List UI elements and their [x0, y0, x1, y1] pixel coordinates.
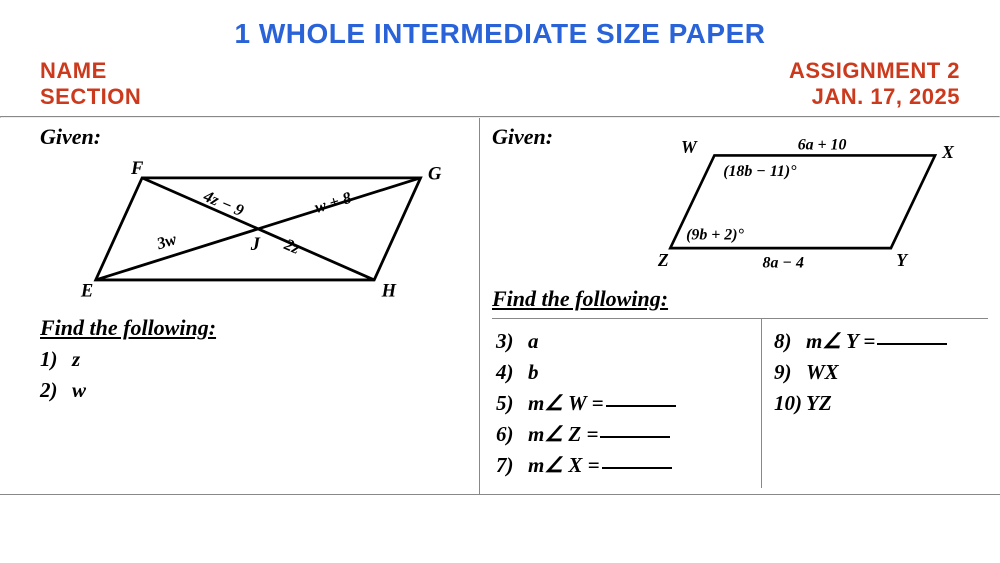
diagram-left: F G H E J 4z − 9 w + 8 3w 2z	[40, 150, 467, 308]
header-left: NAME SECTION	[40, 58, 141, 110]
column-right: Given: W X Y Z 6a + 10 8a − 4 (18b − 11)…	[480, 118, 1000, 494]
edge-GJ: w + 8	[312, 188, 354, 217]
question-number: 4)	[496, 360, 528, 385]
right-questions-colB: 8)m∠ Y =9)WX10)YZ	[762, 319, 988, 488]
right-questions-colA: 3)a4)b5)m∠ W =6)m∠ Z =7)m∠ X =	[492, 319, 762, 488]
question-item: 4)b	[496, 360, 753, 385]
vertex-Y: Y	[896, 250, 909, 270]
vertex-G: G	[428, 164, 442, 185]
side-WX: 6a + 10	[798, 136, 847, 153]
question-text: b	[528, 360, 539, 384]
date-label: JAN. 17, 2025	[789, 84, 960, 110]
given-label-left: Given:	[40, 124, 467, 150]
vertex-Z: Z	[657, 250, 669, 270]
question-text: m∠ Y =	[806, 329, 875, 353]
question-item: 8)m∠ Y =	[774, 329, 980, 354]
question-number: 3)	[496, 329, 528, 354]
question-number: 1)	[40, 347, 72, 372]
question-item: 5)m∠ W =	[496, 391, 753, 416]
answer-blank	[602, 467, 672, 469]
assignment-label: ASSIGNMENT 2	[789, 58, 960, 84]
page-title: 1 WHOLE INTERMEDIATE SIZE PAPER	[0, 0, 1000, 50]
header-right: ASSIGNMENT 2 JAN. 17, 2025	[789, 58, 960, 110]
question-item: 7)m∠ X =	[496, 453, 753, 478]
edge-HJ: 2z	[281, 234, 303, 258]
question-text: a	[528, 329, 539, 353]
question-text: w	[72, 378, 86, 402]
question-text: m∠ X =	[528, 453, 600, 477]
question-text: m∠ Z =	[528, 422, 598, 446]
name-label: NAME	[40, 58, 141, 84]
side-ZY: 8a − 4	[763, 255, 804, 272]
question-text: z	[72, 347, 80, 371]
right-questions-wrap: 3)a4)b5)m∠ W =6)m∠ Z =7)m∠ X = 8)m∠ Y =9…	[492, 318, 988, 488]
question-item: 2)w	[40, 378, 467, 403]
answer-blank	[606, 405, 676, 407]
header: NAME SECTION ASSIGNMENT 2 JAN. 17, 2025	[0, 50, 1000, 116]
angle-Z: (9b + 2)°	[686, 226, 744, 243]
section-label: SECTION	[40, 84, 141, 110]
question-item: 10)YZ	[774, 391, 980, 416]
find-label-left: Find the following:	[40, 315, 467, 341]
left-questions: 1)z2)w	[40, 347, 467, 403]
edge-EJ: 3w	[153, 229, 179, 253]
question-text: YZ	[806, 391, 832, 415]
vertex-X: X	[941, 142, 955, 162]
question-number: 9)	[774, 360, 806, 385]
question-item: 1)z	[40, 347, 467, 372]
answer-blank	[600, 436, 670, 438]
question-number: 6)	[496, 422, 528, 447]
columns: Given: F G H E J 4z − 9 w + 8 3w 2z Find…	[0, 118, 1000, 495]
question-text: WX	[806, 360, 839, 384]
question-number: 8)	[774, 329, 806, 354]
answer-blank	[877, 343, 947, 345]
question-number: 2)	[40, 378, 72, 403]
question-item: 3)a	[496, 329, 753, 354]
vertex-H: H	[381, 281, 397, 302]
center-J: J	[250, 234, 261, 255]
vertex-F: F	[130, 158, 144, 179]
angle-W: (18b − 11)°	[723, 163, 797, 180]
question-item: 6)m∠ Z =	[496, 422, 753, 447]
diagram-right: W X Y Z 6a + 10 8a − 4 (18b − 11)° (9b +…	[582, 124, 988, 284]
question-number: 10)	[774, 391, 806, 416]
question-number: 7)	[496, 453, 528, 478]
vertex-E: E	[80, 281, 93, 302]
find-label-right: Find the following:	[492, 286, 988, 312]
column-left: Given: F G H E J 4z − 9 w + 8 3w 2z Find…	[0, 118, 480, 494]
question-item: 9)WX	[774, 360, 980, 385]
vertex-W: W	[681, 137, 698, 157]
question-number: 5)	[496, 391, 528, 416]
given-label-right: Given:	[492, 124, 562, 150]
question-text: m∠ W =	[528, 391, 604, 415]
